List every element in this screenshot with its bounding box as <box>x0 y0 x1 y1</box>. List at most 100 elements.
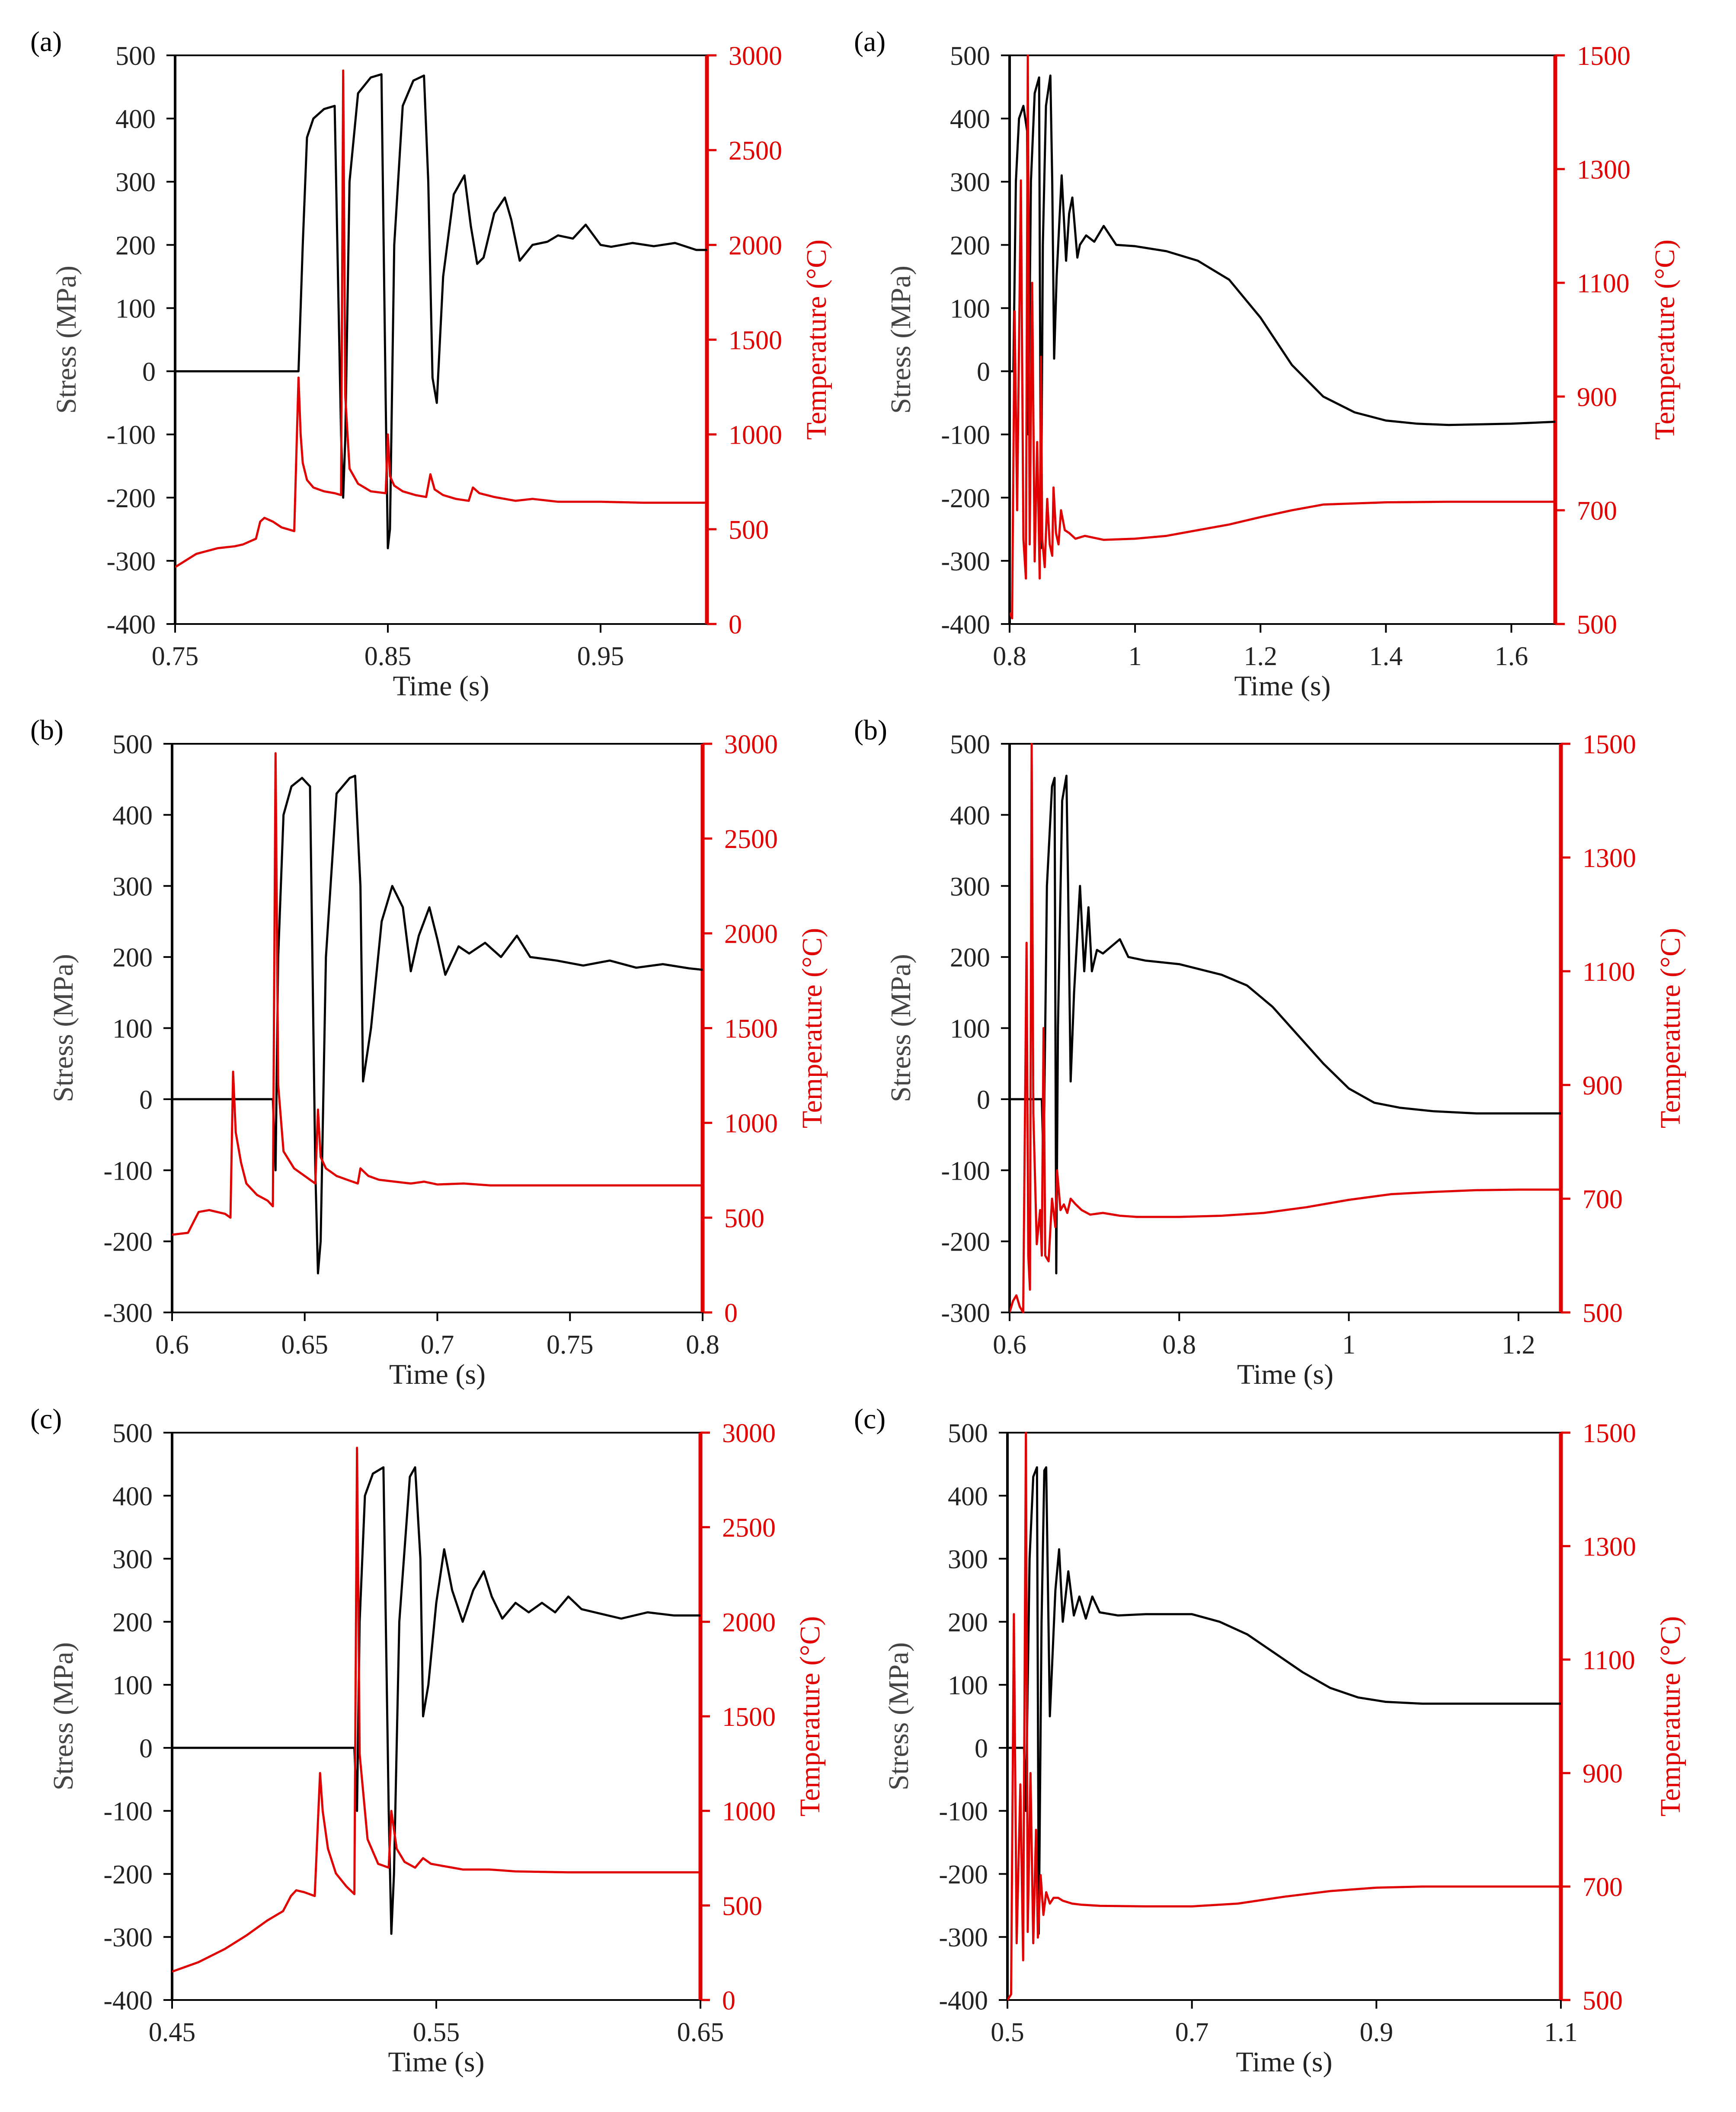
temperature-series-line <box>175 69 707 568</box>
stress-series-line <box>1010 74 1555 550</box>
y-tick-label: 300 <box>950 168 990 197</box>
x-tick-label: 0.8 <box>686 1330 719 1360</box>
x-axis-title: Time (s) <box>389 1359 486 1390</box>
y-tick-label: 100 <box>950 294 990 323</box>
x-tick-label: 1.1 <box>1544 2018 1578 2047</box>
chart-panel-4: -300 -200 -100 0 100 200 300 400 500 500 700 900 110… <box>854 714 1686 1390</box>
x-tick-label: 0.7 <box>421 1330 454 1360</box>
stress-series-line <box>1010 774 1561 1275</box>
y-tick-label: 400 <box>948 1482 988 1511</box>
y-axis-title: Stress (MPa) <box>883 1642 914 1791</box>
y2-tick-label: 0 <box>729 610 742 640</box>
y2-tick-label: 0 <box>724 1299 738 1328</box>
y-tick-label: 200 <box>115 231 156 260</box>
y-tick-label: 400 <box>950 801 990 830</box>
y-tick-label: -300 <box>941 1299 990 1328</box>
temperature-series-line <box>1010 54 1555 620</box>
y-tick-label: 400 <box>112 801 153 830</box>
x-axis-title: Time (s) <box>1237 1359 1333 1390</box>
y-axis-title: Stress (MPa) <box>885 266 917 414</box>
y2-axis-title: Temperature (°C) <box>1655 1616 1686 1816</box>
y-axis-title: Stress (MPa) <box>48 1642 79 1791</box>
y2-tick-label: 1500 <box>724 1014 778 1044</box>
y2-axis-title: Temperature (°C) <box>794 1616 826 1816</box>
y2-tick-label: 2000 <box>729 231 782 260</box>
y2-tick-label: 1100 <box>1577 269 1630 298</box>
temperature-series-line <box>1007 1432 1561 2001</box>
y2-tick-label: 2000 <box>722 1608 776 1637</box>
y-tick-label: 200 <box>950 231 990 260</box>
y-tick-label: 200 <box>948 1608 988 1637</box>
y-tick-label: -400 <box>939 1986 988 2016</box>
y-tick-label: 500 <box>112 730 153 759</box>
y2-tick-label: 1300 <box>1583 844 1636 873</box>
y-tick-label: -400 <box>103 1986 153 2016</box>
y2-tick-label: 500 <box>1577 610 1617 640</box>
x-tick-label: 0.55 <box>413 2018 460 2047</box>
temperature-series-line <box>1010 743 1561 1313</box>
y-tick-label: 0 <box>975 1734 988 1763</box>
y2-tick-label: 900 <box>1577 383 1617 412</box>
y-tick-label: 500 <box>948 1419 988 1448</box>
y2-axis-title: Temperature (°C) <box>796 928 828 1128</box>
x-tick-label: 1.6 <box>1495 642 1528 671</box>
y-axis-title: Stress (MPa) <box>51 266 82 414</box>
y-tick-label: -200 <box>103 1228 153 1257</box>
panel-label: (a) <box>854 26 886 58</box>
y2-tick-label: 1500 <box>1583 730 1636 759</box>
y-tick-label: 100 <box>112 1014 153 1044</box>
y-tick-label: -200 <box>103 1860 153 1889</box>
x-tick-label: 0.65 <box>677 2018 724 2047</box>
x-tick-label: 0.9 <box>1360 2018 1394 2047</box>
y-tick-label: 200 <box>112 1608 153 1637</box>
x-tick-label: 0.65 <box>281 1330 329 1360</box>
y-tick-label: -300 <box>941 547 990 576</box>
x-tick-label: 0.45 <box>149 2018 196 2047</box>
y-tick-label: -100 <box>941 1156 990 1186</box>
y2-tick-label: 900 <box>1583 1759 1623 1789</box>
y2-tick-label: 1100 <box>1583 957 1635 987</box>
chart-panel-6: -400 -300 -200 -100 0 100 200 300 400 500 500 700 90… <box>854 1403 1686 2078</box>
y-tick-label: 300 <box>115 168 156 197</box>
y2-tick-label: 1000 <box>724 1109 778 1139</box>
y-tick-label: -300 <box>939 1923 988 1952</box>
y-tick-label: 100 <box>948 1671 988 1700</box>
y-tick-label: -200 <box>941 1228 990 1257</box>
temperature-series-line <box>172 752 703 1236</box>
x-tick-label: 0.5 <box>991 2018 1024 2047</box>
x-tick-label: 0.75 <box>547 1330 594 1360</box>
y2-tick-label: 3000 <box>722 1419 776 1448</box>
x-tick-label: 0.75 <box>152 642 199 671</box>
y2-tick-label: 1500 <box>722 1702 776 1732</box>
y-tick-label: -100 <box>106 421 156 450</box>
y2-tick-label: 1000 <box>722 1797 776 1827</box>
x-tick-label: 1.2 <box>1244 642 1277 671</box>
y-tick-label: 300 <box>112 872 153 902</box>
y2-tick-label: 700 <box>1583 1185 1623 1214</box>
y2-tick-label: 700 <box>1583 1873 1623 1902</box>
x-tick-label: 0.8 <box>993 642 1026 671</box>
stress-series-line <box>172 1466 700 1935</box>
y-tick-label: 0 <box>139 1734 153 1763</box>
y2-axis-title: Temperature (°C) <box>801 240 832 440</box>
y-tick-label: 100 <box>112 1671 153 1700</box>
chart-panel-5: -400 -300 -200 -100 0 100 200 300 400 500 0 500 1000… <box>30 1403 826 2078</box>
x-tick-label: 0.6 <box>155 1330 189 1360</box>
y-tick-label: 200 <box>112 943 153 973</box>
y-tick-label: -400 <box>106 610 156 640</box>
y-tick-label: 100 <box>115 294 156 323</box>
panel-label: (b) <box>30 714 64 746</box>
y-tick-label: -200 <box>941 484 990 513</box>
y-axis-title: Stress (MPa) <box>48 954 79 1102</box>
y2-tick-label: 1000 <box>729 421 782 450</box>
y-tick-label: 400 <box>950 105 990 134</box>
x-tick-label: 0.7 <box>1175 2018 1209 2047</box>
y-tick-label: 300 <box>112 1545 153 1574</box>
panel-label: (c) <box>854 1403 886 1435</box>
x-tick-label: 1 <box>1129 642 1142 671</box>
y2-tick-label: 0 <box>722 1986 735 2016</box>
stress-series-line <box>172 774 703 1275</box>
chart-panel-1: -400 -300 -200 -100 0 100 200 300 400 500 0 500 1000… <box>30 26 832 702</box>
y-tick-label: 500 <box>950 42 990 71</box>
